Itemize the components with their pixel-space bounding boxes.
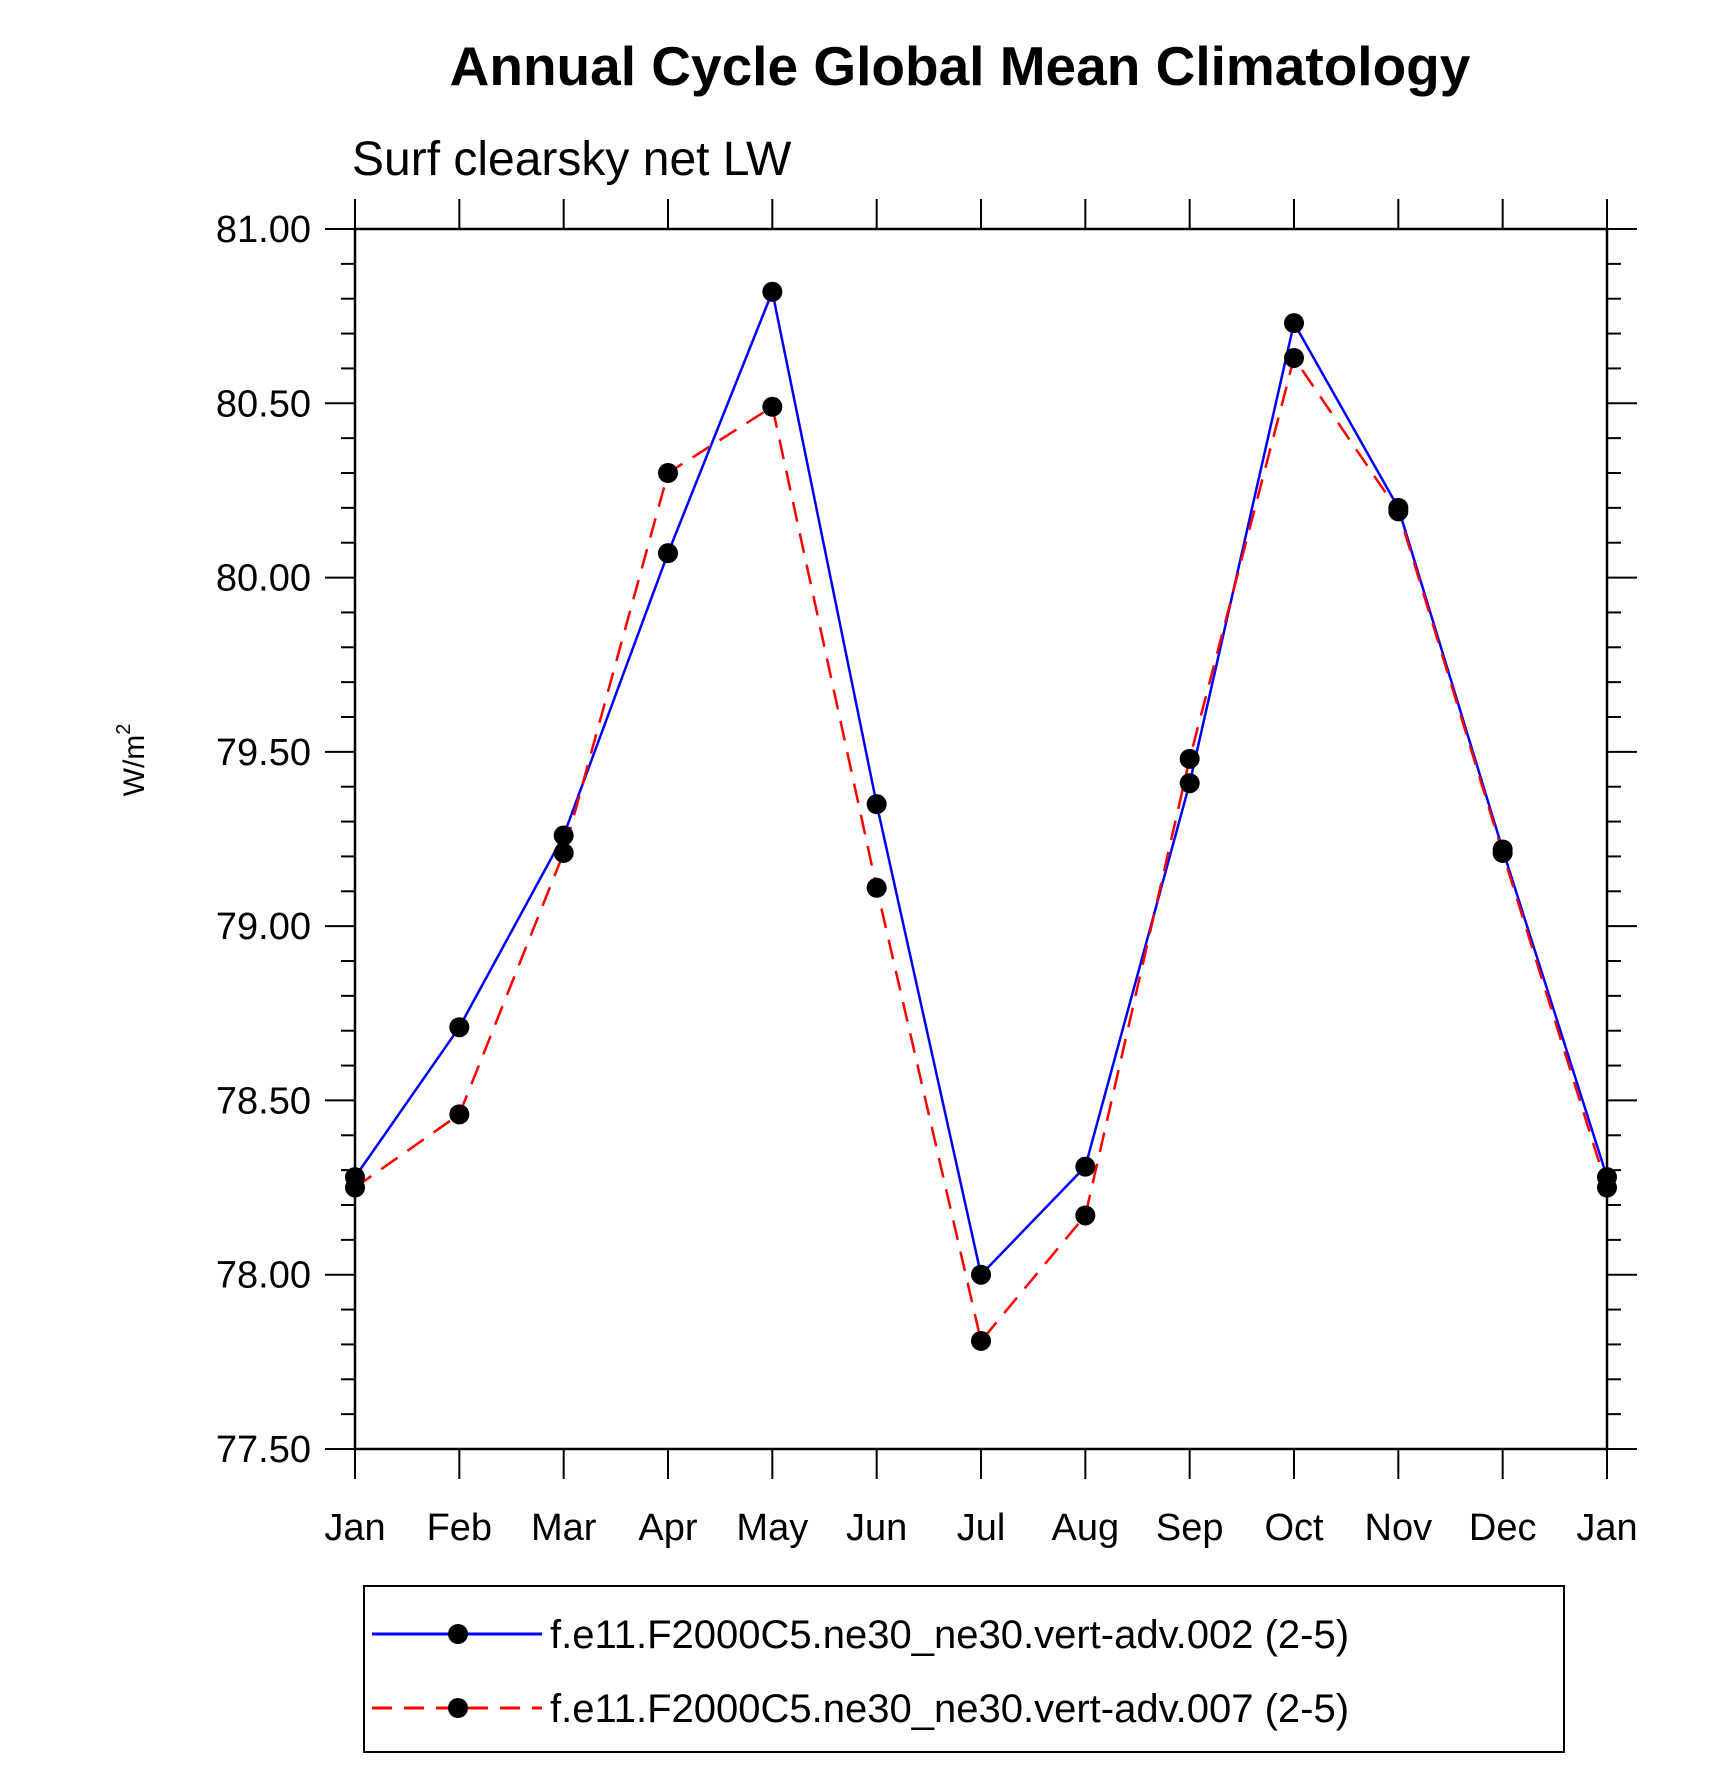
- y-tick-label: 79.50: [216, 732, 311, 774]
- y-tick-label: 78.00: [216, 1255, 311, 1297]
- series-2-point: [1179, 748, 1200, 769]
- series-2-point: [449, 1104, 470, 1125]
- x-tick-label: Sep: [1156, 1507, 1224, 1549]
- series-2-point: [1388, 501, 1409, 522]
- y-axis-label-superscript: 2: [113, 724, 135, 735]
- y-axis-label: W/m2: [113, 724, 151, 797]
- x-tick-label: Jan: [1576, 1507, 1637, 1549]
- y-tick-label: 80.00: [216, 558, 311, 600]
- x-tick-label: Aug: [1052, 1507, 1120, 1549]
- series-2-point: [971, 1330, 991, 1351]
- series-2-point: [658, 463, 678, 483]
- series-1-point: [762, 281, 783, 302]
- series-1-point: [658, 543, 678, 564]
- series-line-2: [354, 354, 1609, 1344]
- x-tick-label: Jun: [846, 1507, 907, 1549]
- legend-box: [363, 1585, 1565, 1753]
- series-2-point: [553, 842, 574, 863]
- plot-frame: [353, 227, 1609, 1451]
- series-1-point: [553, 825, 574, 846]
- y-tick-label: 79.00: [216, 906, 311, 948]
- x-tick-label: Apr: [638, 1507, 697, 1549]
- x-tick-label: Dec: [1469, 1507, 1537, 1549]
- series-1-point: [1179, 773, 1200, 794]
- y-tick-label: 80.50: [216, 383, 311, 425]
- x-tick-label: May: [736, 1507, 808, 1549]
- legend-label-1: f.e11.F2000C5.ne30_ne30.vert-adv.002 (2-…: [550, 1613, 1349, 1657]
- chart-subtitle: Surf clearsky net LW: [352, 133, 792, 186]
- x-tick-label: Feb: [427, 1507, 492, 1549]
- tick-labels: 77.50 78.00 78.50 79.00 79.50 80.00 80.50 81.00…: [216, 209, 1638, 1549]
- x-tick-label: Mar: [531, 1507, 597, 1549]
- x-tick-label: Oct: [1264, 1507, 1324, 1549]
- series-line-1: [353, 287, 1609, 1278]
- y-tick-label: 81.00: [216, 209, 311, 251]
- series-2-point: [1075, 1205, 1096, 1226]
- axis-ticks: [325, 199, 1637, 1479]
- series-1-point: [1284, 313, 1304, 334]
- legend: f.e11.F2000C5.ne30_ne30.vert-adv.002 (2-…: [363, 1585, 1565, 1753]
- series-2-point: [762, 396, 783, 417]
- svg-text:W/m2: W/m2: [113, 724, 151, 797]
- x-tick-label: Nov: [1365, 1507, 1433, 1549]
- series-2-point: [1492, 842, 1513, 863]
- series-1-point: [1075, 1156, 1096, 1177]
- x-tick-label: Jul: [957, 1507, 1006, 1549]
- series-1-point: [449, 1017, 470, 1038]
- y-tick-label: 77.50: [216, 1429, 311, 1471]
- x-tick-label: Jan: [324, 1507, 385, 1549]
- legend-marker-2: [448, 1698, 468, 1718]
- series-2-point: [866, 877, 887, 898]
- chart-title: Annual Cycle Global Mean Climatology: [450, 35, 1471, 97]
- series-2-point: [1284, 347, 1304, 368]
- series-points: [345, 281, 1617, 1351]
- legend-label-2: f.e11.F2000C5.ne30_ne30.vert-adv.007 (2-…: [550, 1687, 1349, 1731]
- y-axis-label-base: W/m: [118, 735, 151, 797]
- series-lines: [353, 287, 1609, 1344]
- y-tick-label: 78.50: [216, 1080, 311, 1122]
- series-1-point: [971, 1264, 991, 1285]
- legend-marker-1: [448, 1624, 468, 1644]
- series-1-point: [866, 794, 887, 815]
